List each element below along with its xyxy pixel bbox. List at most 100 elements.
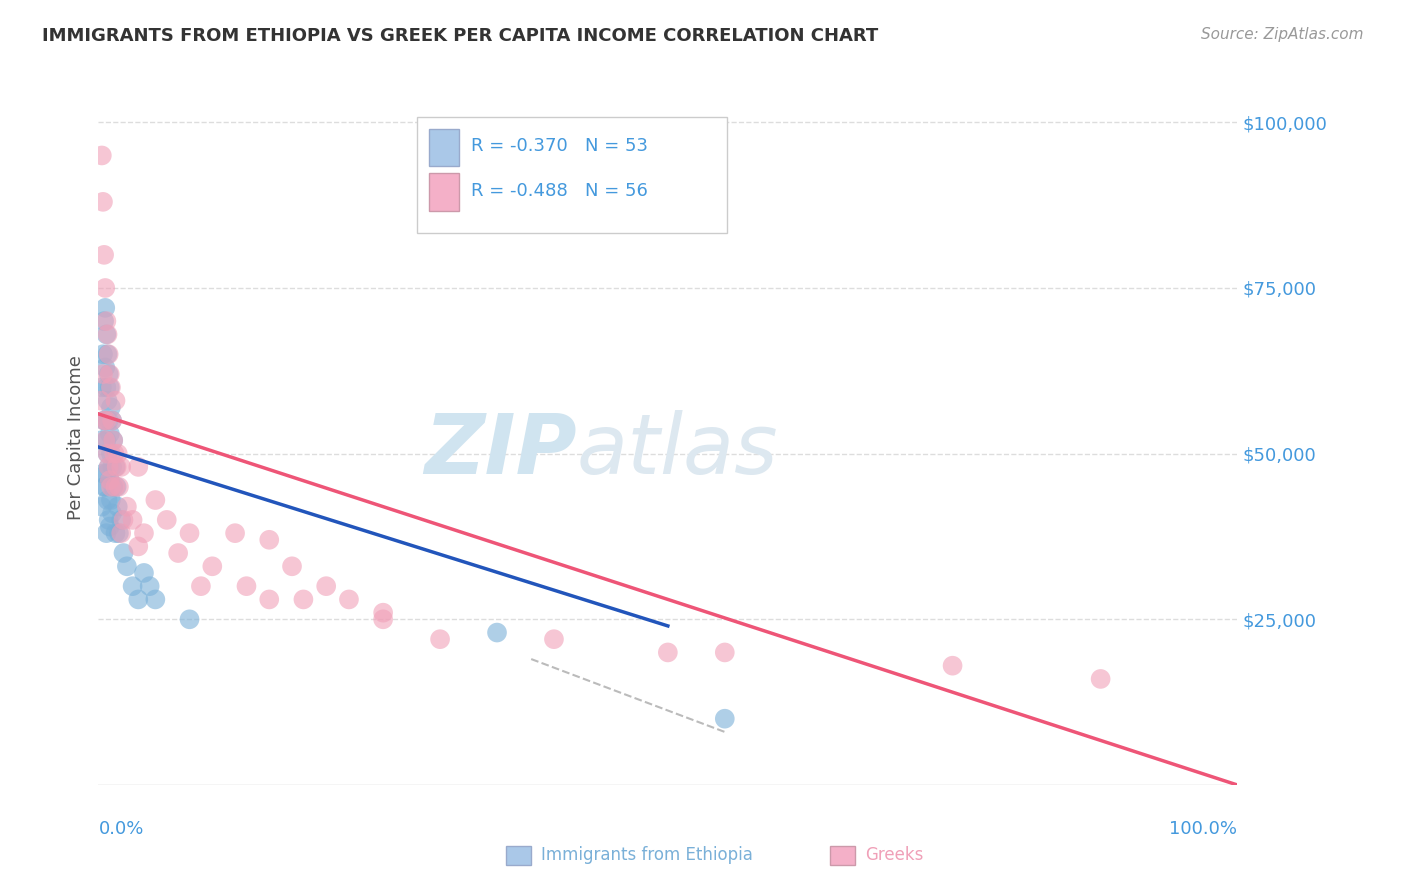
Point xyxy=(94,480,117,494)
Point xyxy=(115,500,138,514)
Point xyxy=(486,625,509,640)
Point xyxy=(100,480,122,494)
Point xyxy=(281,559,304,574)
Point xyxy=(714,645,737,659)
Point xyxy=(98,367,121,381)
Point xyxy=(97,413,120,427)
Point xyxy=(110,526,132,541)
Point xyxy=(97,459,120,474)
Point xyxy=(96,434,118,448)
Point xyxy=(103,434,125,448)
Point xyxy=(94,434,117,448)
Point xyxy=(179,612,201,626)
Point xyxy=(104,480,127,494)
Point xyxy=(110,459,132,474)
Point xyxy=(201,559,224,574)
Point xyxy=(103,434,125,448)
Text: R = -0.370   N = 53: R = -0.370 N = 53 xyxy=(471,137,648,155)
Point xyxy=(90,500,112,514)
Point xyxy=(93,413,115,427)
Point xyxy=(93,314,115,328)
Point xyxy=(93,480,115,494)
Point xyxy=(97,459,120,474)
Point xyxy=(103,447,125,461)
Point xyxy=(132,526,155,541)
Point xyxy=(105,480,128,494)
Point xyxy=(121,579,143,593)
Point xyxy=(96,467,118,481)
Point xyxy=(337,592,360,607)
Point xyxy=(98,519,121,533)
Point xyxy=(96,327,118,342)
Point xyxy=(108,480,131,494)
Point xyxy=(105,459,128,474)
Point xyxy=(127,592,149,607)
Point xyxy=(96,327,118,342)
Point xyxy=(101,506,124,520)
Point xyxy=(371,606,394,620)
Point xyxy=(179,526,201,541)
Point xyxy=(156,513,179,527)
Point xyxy=(90,380,112,394)
Point xyxy=(429,632,451,647)
Point xyxy=(98,473,121,487)
Point xyxy=(100,447,122,461)
Point xyxy=(292,592,315,607)
Point xyxy=(103,480,125,494)
Point xyxy=(90,148,112,162)
Text: atlas: atlas xyxy=(576,410,779,491)
Point xyxy=(94,360,117,375)
Point xyxy=(93,413,115,427)
Point xyxy=(96,347,118,361)
Point xyxy=(132,566,155,580)
Point xyxy=(90,393,112,408)
Point xyxy=(96,447,118,461)
Text: Source: ZipAtlas.com: Source: ZipAtlas.com xyxy=(1201,27,1364,42)
Point xyxy=(115,559,138,574)
Point xyxy=(101,459,124,474)
Point xyxy=(91,347,114,361)
Text: Immigrants from Ethiopia: Immigrants from Ethiopia xyxy=(541,846,754,863)
Point xyxy=(110,513,132,527)
Text: R = -0.488   N = 56: R = -0.488 N = 56 xyxy=(471,182,648,200)
Point xyxy=(90,434,112,448)
Point xyxy=(91,467,114,481)
Point xyxy=(259,533,281,547)
Y-axis label: Per Capita Income: Per Capita Income xyxy=(66,355,84,519)
Point xyxy=(190,579,212,593)
Point xyxy=(91,194,114,209)
Point xyxy=(543,632,565,647)
Point xyxy=(97,367,120,381)
Text: Greeks: Greeks xyxy=(865,846,924,863)
Point xyxy=(96,393,118,408)
Point xyxy=(97,513,120,527)
Text: ZIP: ZIP xyxy=(425,410,576,491)
Text: 0.0%: 0.0% xyxy=(98,820,143,838)
Point xyxy=(94,413,117,427)
Point xyxy=(1090,672,1112,686)
Point xyxy=(100,401,122,415)
Point xyxy=(101,413,124,427)
Text: 100.0%: 100.0% xyxy=(1170,820,1237,838)
Point xyxy=(259,592,281,607)
Point xyxy=(107,447,129,461)
Point xyxy=(98,473,121,487)
Point xyxy=(108,526,131,541)
Point xyxy=(98,380,121,394)
Point xyxy=(96,447,118,461)
Point xyxy=(100,493,122,508)
Point xyxy=(96,493,118,508)
Text: IMMIGRANTS FROM ETHIOPIA VS GREEK PER CAPITA INCOME CORRELATION CHART: IMMIGRANTS FROM ETHIOPIA VS GREEK PER CA… xyxy=(42,27,879,45)
Point xyxy=(315,579,337,593)
Point xyxy=(167,546,190,560)
Point xyxy=(96,314,118,328)
Point xyxy=(104,393,127,408)
Point xyxy=(101,413,124,427)
Point xyxy=(371,612,394,626)
Point xyxy=(93,248,115,262)
Point xyxy=(94,301,117,315)
Point xyxy=(98,426,121,441)
Point xyxy=(121,513,143,527)
Point xyxy=(127,540,149,554)
Point xyxy=(112,513,135,527)
